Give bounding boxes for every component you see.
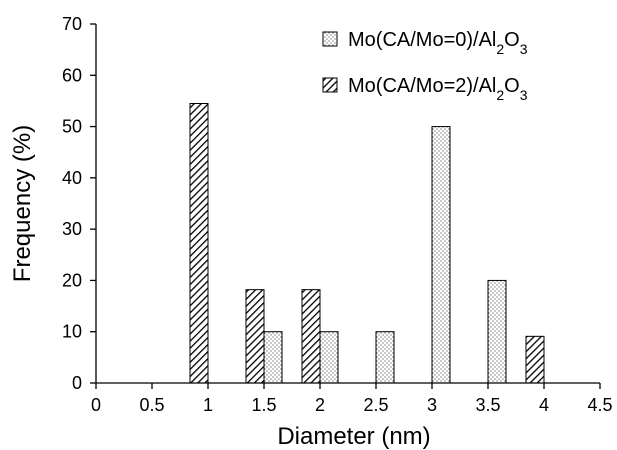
bar-series-1 [319, 331, 339, 384]
bar-series-1 [263, 331, 283, 384]
x-tick-label: 4.5 [587, 395, 612, 415]
legend: Mo(CA/Mo=0)/Al2O3 Mo(CA/Mo=2)/Al2O3 [322, 29, 528, 103]
y-tick-label: 10 [62, 322, 82, 342]
bar-series-2 [245, 289, 265, 384]
y-tick-label: 40 [62, 168, 82, 188]
y-axis-title: Frequency (%) [9, 125, 36, 282]
legend-entry-label: Mo(CA/Mo=0)/Al2O3 [348, 29, 528, 57]
bar-series-1 [431, 126, 451, 384]
y-tick-label: 50 [62, 117, 82, 137]
legend-entry-label: Mo(CA/Mo=2)/Al2O3 [348, 75, 528, 103]
bar-series-1 [375, 331, 395, 384]
bar-series-1 [487, 279, 507, 384]
y-tick-label: 60 [62, 65, 82, 85]
x-tick-label: 2 [315, 395, 325, 415]
x-tick-label: 4 [539, 395, 549, 415]
x-tick-label: 2.5 [363, 395, 388, 415]
bar-series-2 [301, 289, 321, 384]
bar-series-2 [189, 102, 209, 384]
legend-swatch [322, 31, 338, 47]
legend-swatch [322, 77, 338, 93]
x-axis-title: Diameter (nm) [277, 423, 430, 450]
bar-series-2 [525, 335, 545, 384]
x-tick-label: 3 [427, 395, 437, 415]
x-tick-label: 0.5 [139, 395, 164, 415]
x-tick-label: 1.5 [251, 395, 276, 415]
y-tick-label: 30 [62, 219, 82, 239]
y-tick-label: 70 [62, 14, 82, 34]
x-tick-label: 0 [91, 395, 101, 415]
y-tick-label: 20 [62, 270, 82, 290]
y-tick-label: 0 [72, 373, 82, 393]
x-tick-label: 3.5 [475, 395, 500, 415]
x-tick-label: 1 [203, 395, 213, 415]
